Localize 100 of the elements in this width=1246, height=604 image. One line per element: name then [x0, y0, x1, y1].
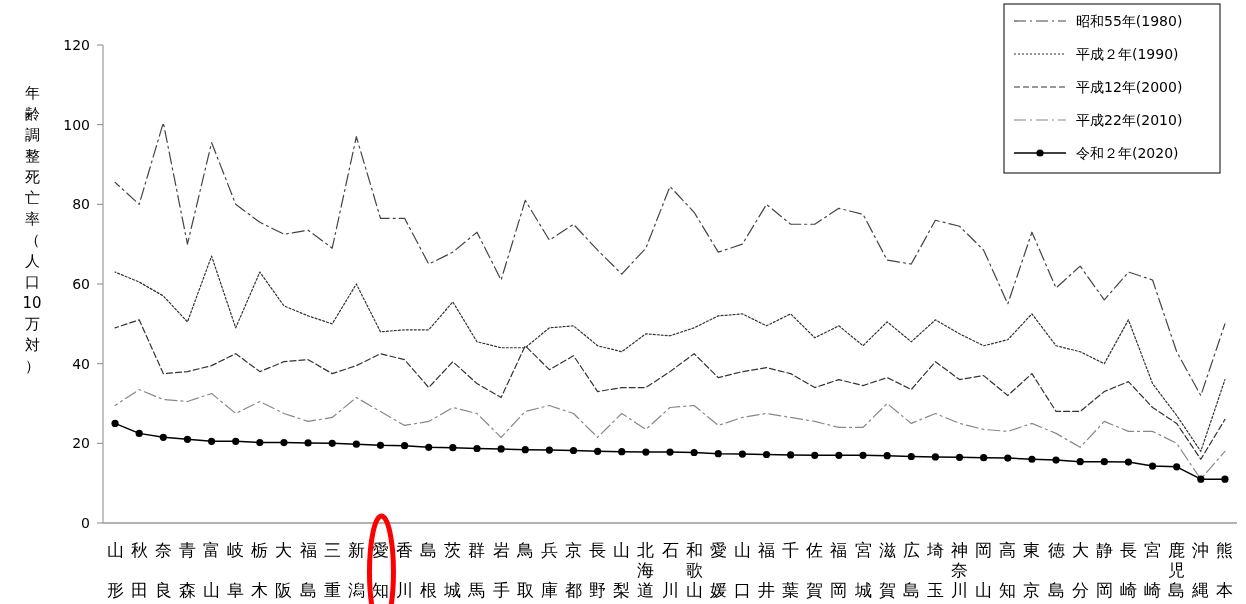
- x-tick-label: 福岡: [830, 540, 848, 600]
- x-tick-label: 兵庫: [540, 540, 558, 600]
- point: [907, 452, 915, 461]
- point: [401, 442, 409, 450]
- point: [473, 444, 481, 453]
- x-tick-label: 沖縄: [1191, 540, 1210, 600]
- point: [352, 440, 360, 448]
- x-tick-label: 鳥取: [515, 540, 534, 600]
- point: [1028, 455, 1036, 463]
- point: [1221, 475, 1229, 483]
- point: [835, 451, 843, 459]
- point: [304, 439, 312, 447]
- y-tick-label: 40: [72, 355, 90, 372]
- legend-label: 平成２年(1990): [1076, 46, 1179, 62]
- point: [425, 443, 433, 451]
- y-tick-label: 120: [63, 37, 90, 53]
- point: [738, 450, 746, 458]
- point: [594, 447, 602, 455]
- x-tick-label: 宮崎: [1144, 540, 1162, 600]
- point: [1197, 475, 1205, 483]
- point: [811, 451, 819, 459]
- point: [376, 441, 385, 449]
- point: [859, 451, 867, 459]
- point: [497, 445, 505, 453]
- point: [521, 446, 529, 454]
- point: [714, 450, 722, 458]
- x-tick-label: 奈良: [154, 540, 172, 600]
- x-tick-label: 栃木: [251, 540, 269, 600]
- x-tick-label: 秋田: [130, 540, 148, 600]
- x-tick-label: 高知: [999, 540, 1017, 600]
- x-tick-label: 山梨: [613, 540, 631, 600]
- point: [111, 419, 119, 428]
- point: [666, 448, 674, 456]
- point: [232, 437, 240, 445]
- point: [931, 453, 939, 461]
- y-tick-label: 0: [81, 515, 90, 531]
- y-tick-label: 80: [72, 196, 90, 213]
- x-tick-label: 鹿児島: [1168, 540, 1186, 600]
- legend-label: 平成12年(2000): [1076, 79, 1183, 95]
- y-tick-label: 100: [63, 116, 90, 133]
- x-tick-label: 大分: [1071, 540, 1089, 600]
- x-tick-label: 広島: [902, 540, 920, 600]
- x-tick-label: 山口: [733, 540, 751, 600]
- x-tick-label: 岐阜: [227, 540, 245, 600]
- x-tick-label: 徳島: [1047, 540, 1065, 600]
- x-tick-label: 佐賀: [806, 540, 824, 600]
- point: [980, 454, 988, 462]
- x-tick-label: 群馬: [467, 540, 486, 600]
- x-tick-label: 東京: [1023, 540, 1041, 600]
- x-tick-label: 神奈川: [951, 540, 969, 600]
- x-tick-label: 香川: [396, 540, 414, 600]
- x-tick-label: 新潟: [347, 540, 365, 600]
- legend-label: 昭和55年(1980): [1076, 13, 1183, 29]
- x-tick-label: 北海道: [637, 540, 655, 600]
- x-tick-label: 大阪: [275, 540, 293, 600]
- x-tick-label: 和歌山: [685, 540, 703, 600]
- point: [545, 446, 553, 454]
- y-tick-label: 20: [72, 435, 90, 452]
- x-tick-label: 三重: [323, 540, 341, 600]
- x-tick-label: 富山: [203, 540, 221, 600]
- point: [787, 451, 795, 459]
- x-tick-label: 島根: [420, 540, 438, 600]
- x-tick-label: 宮城: [853, 540, 872, 600]
- point: [328, 439, 336, 447]
- x-tick-label: 静岡: [1095, 540, 1113, 600]
- x-tick-label: 愛知: [371, 540, 389, 600]
- x-tick-label: 滋賀: [878, 540, 896, 600]
- point: [1004, 454, 1012, 462]
- point: [1100, 458, 1108, 466]
- point: [1052, 456, 1060, 464]
- x-tick-label: 熊本: [1216, 540, 1234, 600]
- x-tick-label: 茨城: [443, 540, 462, 600]
- point: [135, 429, 143, 437]
- point: [618, 448, 626, 456]
- y-tick-label: 60: [72, 276, 90, 292]
- x-tick-label: 埼玉: [925, 540, 944, 600]
- point: [955, 453, 964, 461]
- point: [1076, 458, 1084, 466]
- x-tick-label: 岡山: [975, 540, 993, 600]
- point: [762, 450, 771, 459]
- x-tick-label: 千葉: [782, 540, 800, 600]
- point: [642, 448, 650, 456]
- point: [690, 448, 698, 457]
- point: [207, 437, 216, 445]
- x-tick-label: 長野: [589, 540, 607, 600]
- point: [1124, 458, 1133, 466]
- x-tick-label: 石川: [661, 540, 679, 600]
- point: [883, 452, 891, 460]
- legend-label: 令和２年(2020): [1076, 145, 1179, 161]
- point: [1148, 462, 1157, 470]
- legend-label: 平成22年(2010): [1076, 112, 1183, 128]
- x-tick-label: 山形: [106, 540, 124, 600]
- point: [1173, 463, 1181, 471]
- x-tick-label: 長崎: [1119, 540, 1137, 600]
- point: [183, 435, 192, 443]
- point: [449, 444, 457, 452]
- x-tick-label: 青森: [178, 540, 196, 600]
- x-tick-label: 岩手: [492, 540, 510, 600]
- point: [159, 433, 167, 441]
- point: [569, 446, 578, 455]
